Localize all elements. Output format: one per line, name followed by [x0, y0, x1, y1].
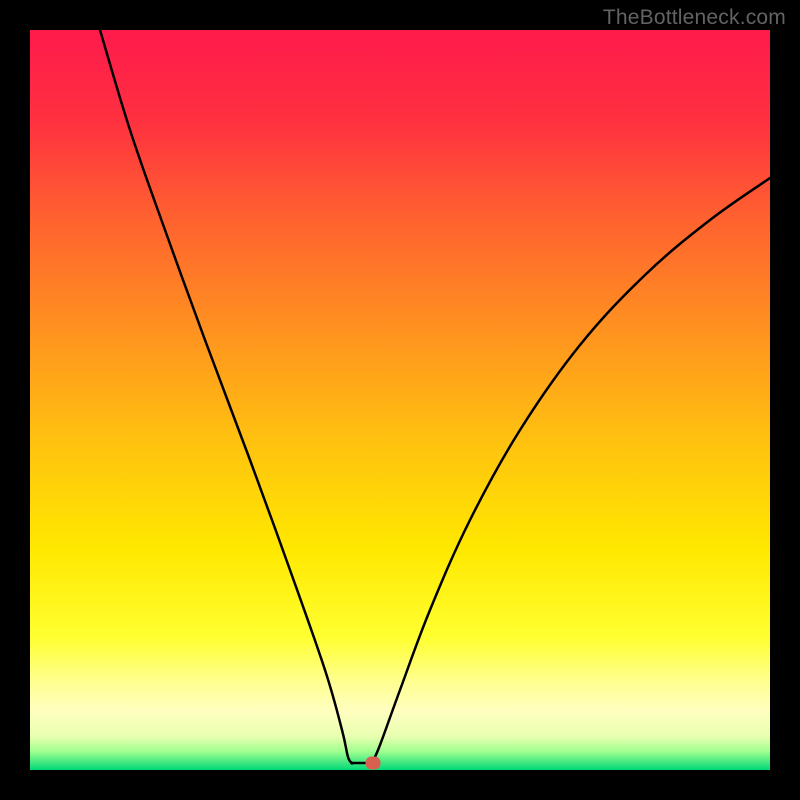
- watermark-text: TheBottleneck.com: [603, 6, 786, 30]
- plot-area: [30, 30, 770, 770]
- optimal-point-marker: [366, 757, 381, 770]
- bottleneck-curve: [30, 30, 770, 770]
